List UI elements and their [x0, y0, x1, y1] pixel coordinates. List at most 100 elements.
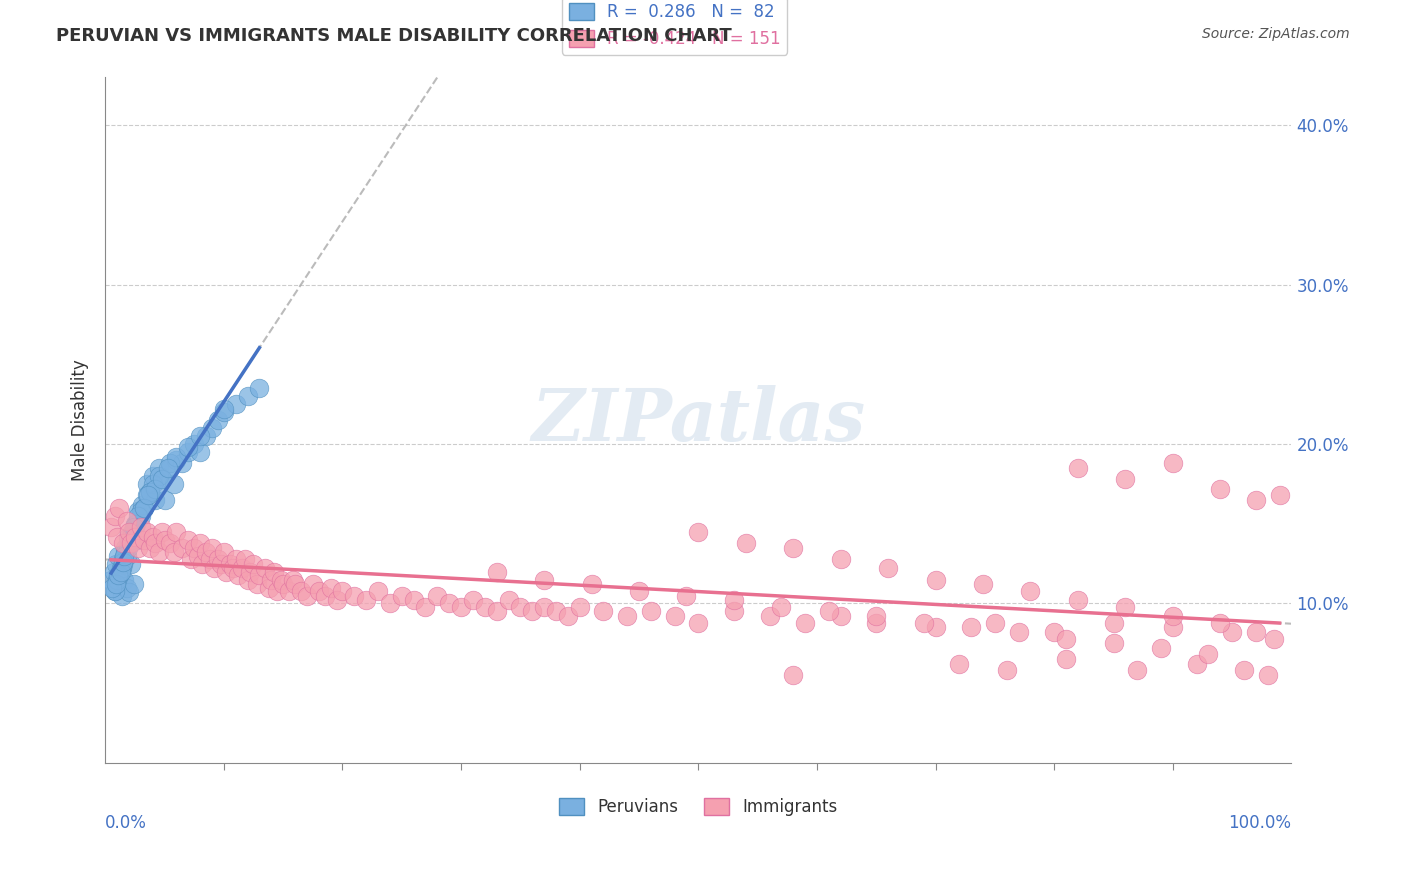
Point: [105, 577, 128, 591]
Point: [212, 545, 235, 559]
Point: [270, 573, 292, 587]
Point: [616, 609, 638, 624]
Point: [111, 589, 134, 603]
Point: [509, 599, 531, 614]
Point: [225, 397, 247, 411]
Point: [1161, 609, 1184, 624]
Point: [332, 583, 354, 598]
Point: [124, 520, 146, 534]
Point: [117, 529, 139, 543]
Point: [129, 508, 152, 523]
Point: [111, 552, 134, 566]
Point: [101, 581, 124, 595]
Point: [233, 552, 256, 566]
Point: [187, 549, 209, 563]
Point: [118, 524, 141, 539]
Point: [544, 604, 567, 618]
Point: [688, 615, 710, 630]
Point: [924, 573, 946, 587]
Point: [225, 552, 247, 566]
Point: [723, 593, 745, 607]
Point: [129, 520, 152, 534]
Point: [127, 541, 149, 555]
Point: [159, 456, 181, 470]
Legend: Peruvians, Immigrants: Peruvians, Immigrants: [553, 791, 844, 823]
Point: [1220, 625, 1243, 640]
Point: [1244, 492, 1267, 507]
Point: [135, 524, 157, 539]
Point: [533, 573, 555, 587]
Point: [912, 615, 935, 630]
Point: [568, 599, 591, 614]
Point: [163, 545, 186, 559]
Point: [107, 549, 129, 563]
Point: [139, 541, 162, 555]
Point: [202, 561, 225, 575]
Point: [135, 488, 157, 502]
Point: [215, 565, 238, 579]
Point: [110, 561, 132, 575]
Point: [107, 567, 129, 582]
Point: [1257, 668, 1279, 682]
Point: [127, 533, 149, 547]
Point: [153, 533, 176, 547]
Point: [284, 577, 307, 591]
Point: [1150, 641, 1173, 656]
Point: [139, 484, 162, 499]
Point: [142, 477, 165, 491]
Point: [212, 405, 235, 419]
Point: [231, 561, 253, 575]
Point: [159, 461, 181, 475]
Point: [354, 593, 377, 607]
Point: [110, 565, 132, 579]
Point: [266, 583, 288, 598]
Point: [114, 541, 136, 555]
Point: [104, 557, 127, 571]
Point: [111, 557, 134, 571]
Point: [865, 615, 887, 630]
Point: [254, 561, 277, 575]
Point: [108, 567, 131, 582]
Point: [1197, 648, 1219, 662]
Point: [111, 555, 134, 569]
Text: Source: ZipAtlas.com: Source: ZipAtlas.com: [1202, 27, 1350, 41]
Point: [782, 541, 804, 555]
Point: [522, 604, 544, 618]
Point: [195, 545, 218, 559]
Point: [122, 577, 145, 591]
Point: [1067, 593, 1090, 607]
Point: [105, 529, 128, 543]
Point: [104, 508, 127, 523]
Point: [165, 450, 187, 464]
Point: [924, 620, 946, 634]
Point: [125, 516, 148, 531]
Point: [120, 529, 142, 543]
Point: [877, 561, 900, 575]
Point: [134, 500, 156, 515]
Point: [118, 536, 141, 550]
Point: [758, 609, 780, 624]
Point: [1054, 652, 1077, 666]
Point: [278, 583, 301, 598]
Point: [426, 589, 449, 603]
Point: [121, 524, 143, 539]
Point: [450, 599, 472, 614]
Point: [177, 445, 200, 459]
Point: [112, 549, 135, 563]
Point: [830, 609, 852, 624]
Point: [129, 504, 152, 518]
Point: [135, 477, 157, 491]
Point: [150, 472, 173, 486]
Point: [105, 573, 128, 587]
Point: [100, 573, 122, 587]
Point: [830, 552, 852, 566]
Point: [782, 668, 804, 682]
Point: [142, 469, 165, 483]
Point: [127, 508, 149, 523]
Point: [222, 561, 245, 575]
Point: [115, 549, 138, 563]
Point: [183, 437, 205, 451]
Point: [314, 589, 336, 603]
Point: [163, 477, 186, 491]
Point: [104, 583, 127, 598]
